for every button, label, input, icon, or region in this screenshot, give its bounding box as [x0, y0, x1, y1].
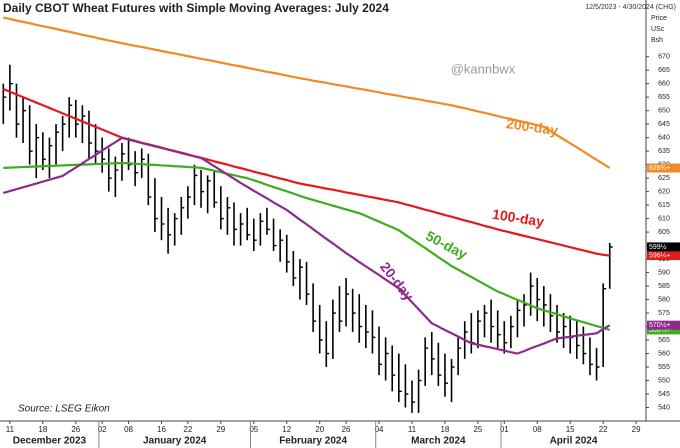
y-tick-label: 610 — [658, 215, 670, 222]
y-tick-label: 655 — [658, 94, 670, 101]
y-tick-label: 565 — [658, 337, 670, 344]
y-tick-label: 555 — [658, 364, 670, 371]
watermark: @kannbwx — [451, 61, 516, 76]
month-label: January 2024 — [143, 436, 207, 447]
y-tick-label: 615 — [658, 202, 670, 209]
x-tick-label: 22 — [183, 425, 192, 434]
moving-average-line — [3, 16, 611, 169]
x-tick-label: 11 — [6, 425, 15, 434]
x-tick-label: 08 — [533, 425, 542, 434]
value-tag: 596¼+ — [649, 252, 671, 259]
y-tick-label: 625 — [658, 175, 670, 182]
price-tag: 599½ — [649, 243, 667, 251]
x-tick-label: 05 — [249, 425, 258, 434]
x-tick-label: 12 — [282, 425, 291, 434]
chart-title: Daily CBOT Wheat Futures with Simple Mov… — [3, 1, 389, 15]
y-tick-label: 545 — [658, 391, 670, 398]
x-tick-label: 16 — [157, 425, 166, 434]
value-tag-box — [647, 251, 680, 261]
series-label: 200-day — [505, 115, 559, 138]
x-tick-label: 18 — [440, 425, 449, 434]
y-tick-label: 550 — [658, 377, 670, 384]
value-tag-box — [647, 325, 680, 335]
value-tag-box — [647, 320, 680, 330]
value-tag: 570½+ — [649, 321, 671, 329]
y-tick-label: 560 — [658, 350, 670, 357]
y-tick-label: 585 — [658, 283, 670, 290]
moving-average-line — [2, 136, 611, 355]
moving-average-line — [3, 161, 611, 331]
y-axis-label: Price — [651, 15, 667, 22]
y-tick-label: 660 — [658, 81, 670, 88]
value-tag: 628¾+ — [649, 165, 671, 172]
x-tick-label: 29 — [216, 425, 225, 434]
x-tick-label: 25 — [473, 425, 482, 434]
y-tick-label: 640 — [658, 134, 670, 141]
x-tick-label: 22 — [599, 425, 608, 434]
source-note: Source: LSEG Eikon — [18, 404, 110, 415]
y-tick-label: 635 — [658, 148, 670, 155]
x-tick-label: 26 — [71, 425, 80, 434]
date-range: 12/5/2023 - 4/30/2024 (CHG) — [585, 4, 676, 11]
y-tick-label: 605 — [658, 229, 670, 236]
y-tick-label: 620 — [658, 188, 670, 195]
x-tick-label: 15 — [566, 425, 575, 434]
x-tick-label: 18 — [38, 425, 47, 434]
y-tick-label: 665 — [658, 67, 670, 74]
x-tick-label: 02 — [98, 425, 107, 434]
moving-average-line — [2, 88, 610, 257]
x-tick-label: 20 — [315, 425, 324, 434]
x-tick-label: 11 — [408, 425, 417, 434]
y-tick-label: 650 — [658, 107, 670, 114]
x-tick-label: 01 — [500, 425, 509, 434]
x-tick-label: 26 — [342, 425, 351, 434]
month-label: February 2024 — [279, 436, 347, 447]
x-tick-label: 04 — [375, 425, 384, 434]
y-tick-label: 580 — [658, 296, 670, 303]
x-tick-label: 29 — [632, 425, 641, 434]
price-tag-box — [647, 242, 680, 252]
month-label: March 2024 — [411, 436, 466, 447]
y-tick-label: 645 — [658, 121, 670, 128]
value-tag-box — [647, 163, 680, 173]
month-label: December 2023 — [13, 436, 87, 447]
y-tick-label: 540 — [658, 404, 670, 411]
y-axis-label: USc — [651, 26, 665, 33]
y-axis-label: Bsh — [651, 37, 663, 44]
y-tick-label: 670 — [658, 54, 670, 61]
y-tick-label: 575 — [658, 310, 670, 317]
y-tick-label: 590 — [658, 269, 670, 276]
x-tick-label: 08 — [124, 425, 133, 434]
month-label: April 2024 — [550, 436, 598, 447]
value-tag: 568¾+ — [649, 327, 671, 334]
